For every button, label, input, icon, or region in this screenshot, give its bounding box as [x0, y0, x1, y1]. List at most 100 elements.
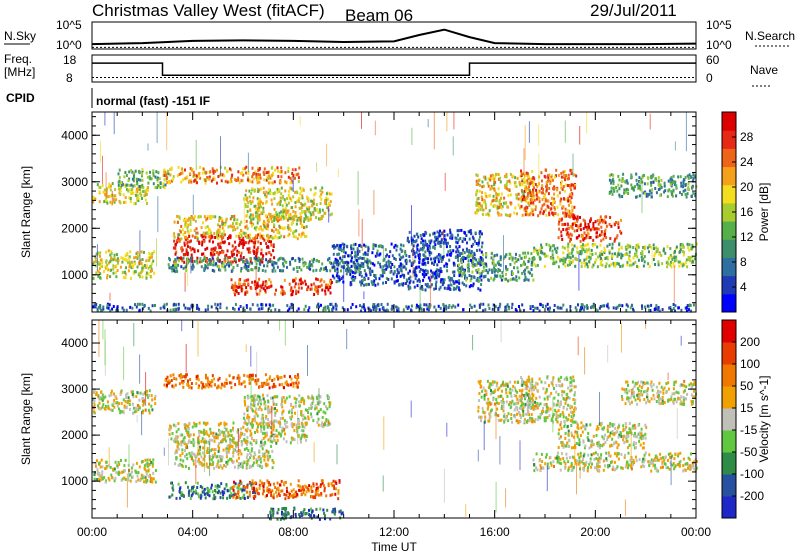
echo-cell — [242, 167, 245, 171]
echo-cell — [424, 241, 427, 245]
echo-cell — [463, 283, 466, 286]
echo-cell — [523, 255, 526, 259]
echo-cell — [97, 404, 99, 408]
echo-cell — [604, 231, 607, 235]
echo-cell — [569, 239, 571, 243]
echo-cell — [128, 407, 131, 411]
echo-cell — [469, 303, 472, 307]
echo-cell — [529, 306, 532, 310]
echo-cell — [120, 389, 123, 393]
echo-cell — [139, 258, 142, 262]
echo-cell — [686, 192, 689, 196]
echo-cell — [266, 175, 269, 179]
echo-cell — [469, 279, 472, 283]
echo-cell — [325, 192, 328, 196]
echo-cell — [368, 270, 371, 274]
echo-cell — [472, 265, 475, 269]
echo-cell — [519, 206, 522, 210]
echo-cell — [298, 166, 301, 170]
echo-cell — [505, 265, 507, 269]
echo-cell — [620, 184, 623, 188]
echo-cell — [151, 252, 154, 255]
echo-cell — [498, 198, 501, 202]
echo-cell — [239, 254, 242, 258]
echo-cell — [673, 183, 676, 186]
echo-cell — [576, 235, 579, 239]
echo-cell — [447, 275, 450, 279]
echo-cell — [619, 229, 622, 233]
echo-cell — [639, 180, 642, 184]
echo-cell — [303, 308, 306, 311]
echo-cell — [632, 187, 635, 191]
echo-cell — [664, 189, 667, 193]
echo-cell — [510, 255, 513, 259]
echo-cell — [481, 185, 484, 189]
echo-cell — [116, 401, 119, 405]
echo-cell — [632, 256, 635, 260]
echo-cell — [307, 285, 310, 289]
echo-cell — [527, 260, 530, 264]
echo-cell — [442, 241, 445, 245]
echo-cell — [341, 306, 344, 310]
echo-cell — [218, 219, 221, 223]
echo-cell — [217, 259, 220, 263]
echo-cell — [219, 234, 222, 238]
echo-cell — [135, 252, 138, 256]
echo-cell — [485, 213, 488, 217]
echo-cell — [116, 305, 119, 309]
echo-cell — [110, 408, 112, 412]
echo-cell — [232, 252, 235, 256]
echo-cell — [435, 238, 438, 242]
echo-cell — [530, 252, 533, 256]
echo-cell — [226, 258, 229, 262]
echo-cell — [180, 440, 183, 444]
echo-cell — [250, 449, 253, 453]
echo-cell — [263, 178, 266, 182]
echo-cell — [132, 411, 135, 415]
echo-cell — [245, 233, 248, 237]
echo-cell — [339, 244, 342, 248]
echo-cell — [283, 198, 286, 202]
echo-cell — [204, 226, 207, 230]
echo-cell — [686, 242, 689, 246]
echo-cell — [672, 303, 675, 306]
echo-cell — [151, 464, 154, 468]
echo-cell — [257, 455, 260, 459]
echo-cell — [601, 220, 604, 224]
echo-cell — [231, 254, 234, 258]
echo-cell — [660, 253, 663, 257]
echo-cell — [242, 173, 245, 177]
echo-cell — [314, 192, 317, 195]
echo-cell — [267, 245, 269, 249]
echo-cell — [385, 281, 387, 284]
echo-cell — [124, 196, 127, 200]
echo-cell — [260, 303, 263, 307]
echo-cell — [313, 293, 316, 296]
echo-cell — [107, 476, 110, 480]
echo-cell — [453, 286, 455, 290]
echo-cell — [490, 251, 493, 255]
echo-cell — [230, 250, 233, 254]
echo-cell — [451, 270, 454, 274]
echo-cell — [271, 440, 274, 444]
echo-cell — [561, 205, 564, 209]
echo-cell — [376, 303, 379, 307]
echo-cell — [557, 265, 560, 269]
echo-cell — [642, 191, 645, 195]
echo-cell — [201, 240, 204, 244]
echo-cell — [488, 307, 491, 310]
echo-cell — [424, 239, 427, 243]
echo-cell — [350, 306, 353, 310]
echo-cell — [488, 194, 491, 198]
echo-cell — [285, 209, 288, 213]
echo-cell — [505, 272, 507, 276]
echo-cell — [304, 217, 307, 221]
echo-cell — [247, 268, 249, 272]
echo-cell — [675, 184, 678, 188]
echo-cell — [587, 223, 590, 226]
echo-cell — [608, 178, 611, 182]
echo-cell — [258, 259, 260, 263]
echo-cell — [167, 263, 170, 267]
echo-cell — [248, 247, 251, 251]
